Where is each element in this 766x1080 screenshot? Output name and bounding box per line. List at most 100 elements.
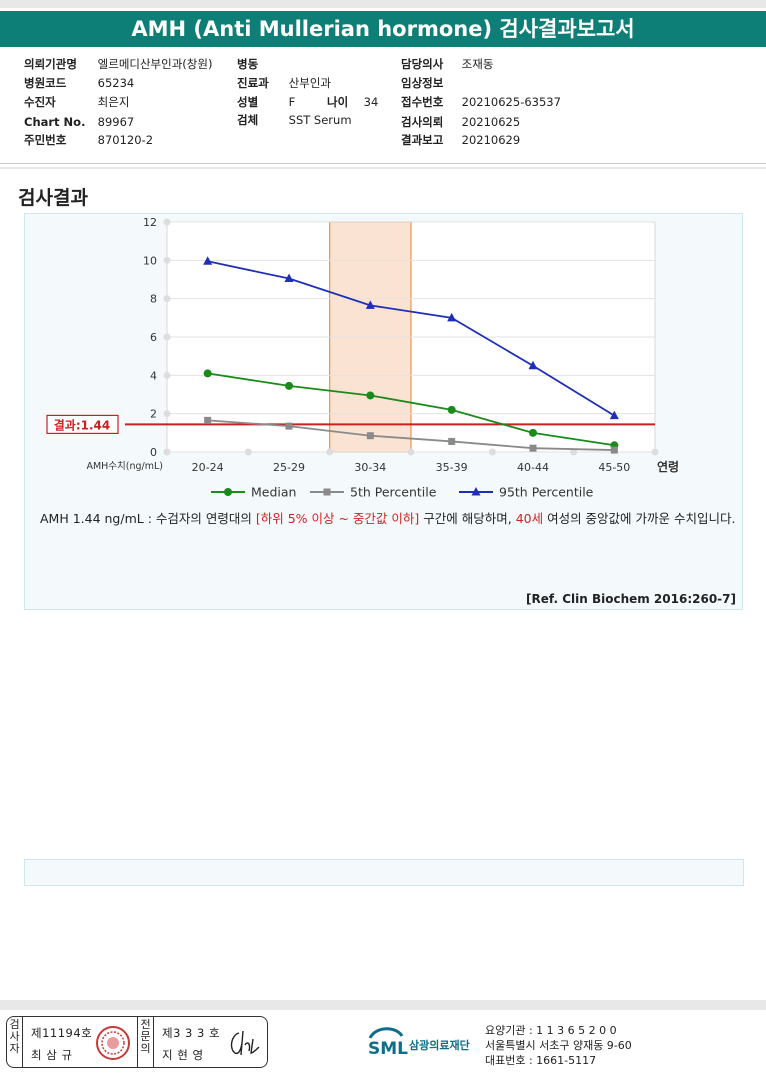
x-tick-dot (407, 448, 415, 456)
x-tick-label: 35-39 (436, 461, 468, 474)
request-label: 검사의뢰 (401, 115, 444, 129)
data-point (448, 437, 456, 445)
doctor-value: 조재동 (461, 57, 494, 71)
data-point (203, 369, 212, 378)
x-tick-dot (244, 448, 252, 456)
lab-institution-code: 요양기관 : 1 1 3 6 5 2 0 0 (485, 1024, 617, 1037)
top-strip (0, 0, 766, 8)
report-value: 20210629 (461, 133, 521, 147)
dept-value: 산부인과 (288, 76, 331, 90)
info-specimen: 검체 SST Serum (237, 113, 352, 127)
specialist-license: 제3 3 3 호 (162, 1026, 221, 1040)
data-point (366, 432, 374, 440)
x-tick-dot (326, 448, 334, 456)
data-point (285, 422, 293, 430)
sml-logo-icon: SML 삼광의료재단 (368, 1027, 470, 1059)
patient-value: 최은지 (97, 95, 130, 109)
x-tick-label: 20-24 (192, 461, 224, 474)
divider (0, 163, 766, 164)
series-line-2 (207, 260, 615, 417)
amh-chart: 0 2 4 6 8 10 12 20-24 25-29 30-34 35-39 40-44 45-50 연… (46, 216, 679, 500)
receipt-label: 접수번호 (401, 95, 444, 109)
y-tick-label: 6 (150, 331, 157, 344)
info-request: 검사의뢰 20210625 (401, 115, 520, 129)
result-comment: AMH 1.44 ng/mL : 수검자의 연령대의 [하위 5% 이상 ~ 중… (40, 509, 740, 529)
report-title: AMH (Anti Mullerian hormone) 검사결과보고서 (0, 11, 766, 47)
data-point (365, 300, 375, 309)
info-report: 결과보고 20210629 (401, 133, 520, 147)
specialist-label: 전문의 (137, 1017, 154, 1067)
y-tick-dot (163, 256, 171, 264)
info-dept: 진료과 산부인과 (237, 76, 331, 90)
receipt-value: 20210625-63537 (461, 95, 561, 109)
result-label-box (46, 414, 119, 434)
y-tick-dot (163, 295, 171, 303)
comment-part2: 구간에 해당하며, (419, 511, 516, 526)
data-point (366, 391, 375, 400)
data-point (284, 273, 294, 283)
info-sex: 성별 F (237, 95, 295, 109)
seal-stamp-icon (96, 1026, 130, 1060)
x-tick-label: 40-44 (517, 461, 549, 474)
data-point (204, 416, 212, 424)
info-code: 병원코드 65234 (24, 76, 134, 90)
y-tick-label: 10 (143, 254, 157, 267)
comment-range: [하위 5% 이상 ~ 중간값 이하] (255, 511, 420, 526)
ward-label: 병동 (237, 57, 259, 71)
y-tick-dot (163, 218, 171, 226)
x-tick-label: 25-29 (273, 461, 305, 474)
examiner-license: 제11194호 (31, 1026, 93, 1040)
x-tick-dot (651, 448, 659, 456)
y-tick-dot (163, 333, 171, 341)
footer-divider (0, 1000, 766, 1010)
specimen-value: SST Serum (288, 113, 352, 127)
id-value: 870120-2 (97, 133, 154, 147)
info-chart: Chart No. 89967 (24, 115, 134, 129)
section-title: 검사결과 (18, 187, 88, 209)
empty-panel (24, 859, 744, 886)
info-age: 나이 34 (327, 95, 378, 109)
data-point (609, 410, 619, 420)
y-tick-dot (163, 371, 171, 379)
result-label: 결과:1.44 (54, 417, 111, 432)
x-tick-dot (163, 448, 171, 456)
id-label: 주민번호 (24, 133, 67, 147)
series-line-0 (207, 372, 615, 447)
hospital-value: 엘르메디산부인과(창원) (97, 57, 213, 71)
x-tick-label: 30-34 (354, 461, 386, 474)
lab-phone: 대표번호 : 1661-5117 (485, 1054, 597, 1067)
legend-label: 95th Percentile (499, 485, 594, 500)
examiner-name: 최 삼 규 (31, 1048, 73, 1062)
x-axis-suffix: 연령 (657, 459, 679, 474)
report-label: 결과보고 (401, 133, 444, 147)
data-point (529, 444, 537, 452)
request-value: 20210625 (461, 115, 521, 129)
info-ward: 병동 (237, 57, 285, 71)
legend-marker (471, 487, 481, 496)
hospital-label: 의뢰기관명 (24, 57, 77, 71)
age-label: 나이 (327, 95, 349, 109)
divider (0, 167, 766, 169)
sex-label: 성별 (237, 95, 259, 109)
specimen-label: 검체 (237, 113, 259, 127)
y-tick-label: 0 (150, 446, 157, 459)
legend-label: 5th Percentile (350, 485, 437, 500)
sex-value: F (288, 95, 296, 109)
legend-marker (323, 488, 331, 496)
x-tick-label: 45-50 (598, 461, 630, 474)
data-point (610, 446, 618, 454)
info-doctor: 담당의사 조재동 (401, 57, 493, 71)
y-axis-label: AMH수치(ng/mL) (86, 460, 163, 472)
info-hospital-row: 의뢰기관명 엘르메디산부인과(창원) (24, 57, 212, 71)
code-label: 병원코드 (24, 76, 67, 90)
y-tick-label: 12 (143, 216, 157, 229)
y-tick-label: 8 (150, 293, 157, 306)
chart-no-value: 89967 (97, 115, 135, 129)
y-tick-label: 4 (150, 369, 157, 382)
age-value: 34 (363, 95, 379, 109)
dept-label: 진료과 (237, 76, 269, 90)
reference: [Ref. Clin Biochem 2016:260-7] (526, 592, 736, 606)
clinical-label: 임상정보 (401, 76, 444, 90)
lab-logo-text: SML (368, 1039, 408, 1059)
x-tick-dot (488, 448, 496, 456)
